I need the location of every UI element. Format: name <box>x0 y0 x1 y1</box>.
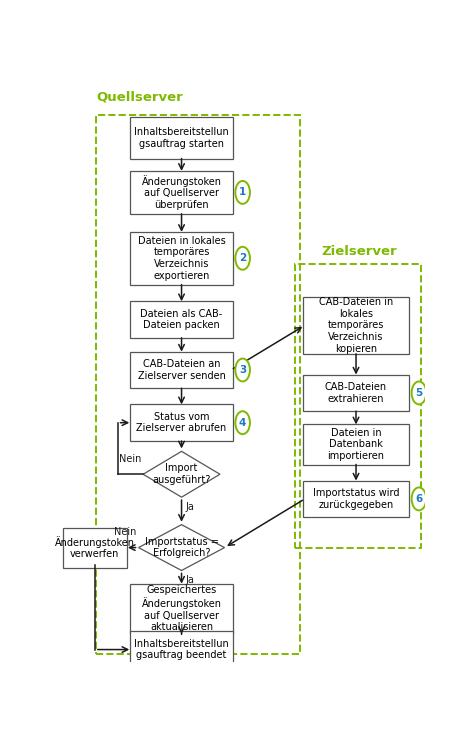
Text: Quellserver: Quellserver <box>96 91 183 103</box>
Text: Dateien in
Datenbank
importieren: Dateien in Datenbank importieren <box>328 428 385 461</box>
Text: Änderungstoken
auf Quellserver
überprüfen: Änderungstoken auf Quellserver überprüfe… <box>142 175 221 210</box>
FancyBboxPatch shape <box>130 301 233 338</box>
Polygon shape <box>139 525 225 571</box>
Circle shape <box>412 487 426 510</box>
Text: Import
ausgeführt?: Import ausgeführt? <box>152 464 211 485</box>
Text: Ja: Ja <box>186 575 195 585</box>
FancyBboxPatch shape <box>130 352 233 388</box>
Text: 2: 2 <box>239 253 246 263</box>
Text: 1: 1 <box>239 187 246 197</box>
Circle shape <box>236 411 250 434</box>
Text: Importstatus =
Erfolgreich?: Importstatus = Erfolgreich? <box>144 536 219 559</box>
Text: Dateien als CAB-
Dateien packen: Dateien als CAB- Dateien packen <box>140 309 223 330</box>
Text: 3: 3 <box>239 365 246 375</box>
Text: Nein: Nein <box>114 527 137 537</box>
FancyBboxPatch shape <box>303 481 409 517</box>
Text: Inhaltsbereitstellun
gsauftrag starten: Inhaltsbereitstellun gsauftrag starten <box>134 127 229 149</box>
Text: 5: 5 <box>415 388 422 398</box>
Text: Nein: Nein <box>119 454 141 464</box>
Text: Importstatus wird
zurückgegeben: Importstatus wird zurückgegeben <box>313 488 399 510</box>
FancyBboxPatch shape <box>63 527 127 568</box>
FancyBboxPatch shape <box>303 297 409 354</box>
Text: Inhaltsbereitstellun
gsauftrag beendet: Inhaltsbereitstellun gsauftrag beendet <box>134 639 229 661</box>
Text: 6: 6 <box>415 494 422 504</box>
FancyBboxPatch shape <box>303 374 409 411</box>
Text: CAB-Dateien an
Zielserver senden: CAB-Dateien an Zielserver senden <box>138 359 226 381</box>
Text: Dateien in lokales
temporäres
Verzeichnis
exportieren: Dateien in lokales temporäres Verzeichni… <box>138 236 226 280</box>
FancyBboxPatch shape <box>130 232 233 285</box>
FancyBboxPatch shape <box>130 405 233 441</box>
FancyBboxPatch shape <box>130 631 233 668</box>
Text: Zielserver: Zielserver <box>321 246 397 258</box>
Circle shape <box>236 181 250 204</box>
Text: Gespeichertes
Änderungstoken
auf Quellserver
aktualisieren: Gespeichertes Änderungstoken auf Quellse… <box>142 586 221 632</box>
Circle shape <box>236 359 250 382</box>
FancyBboxPatch shape <box>130 171 233 214</box>
Text: Änderungstoken
verwerfen: Änderungstoken verwerfen <box>55 536 135 559</box>
FancyBboxPatch shape <box>130 118 233 158</box>
Circle shape <box>236 247 250 270</box>
FancyBboxPatch shape <box>130 584 233 634</box>
Text: CAB-Dateien in
lokales
temporäres
Verzeichnis
kopieren: CAB-Dateien in lokales temporäres Verzei… <box>319 297 393 353</box>
Text: 4: 4 <box>239 417 246 428</box>
FancyBboxPatch shape <box>303 424 409 464</box>
Polygon shape <box>143 452 220 497</box>
Text: CAB-Dateien
extrahieren: CAB-Dateien extrahieren <box>325 382 387 404</box>
Text: Ja: Ja <box>186 501 195 512</box>
Circle shape <box>412 382 426 405</box>
Text: Status vom
Zielserver abrufen: Status vom Zielserver abrufen <box>136 412 227 434</box>
